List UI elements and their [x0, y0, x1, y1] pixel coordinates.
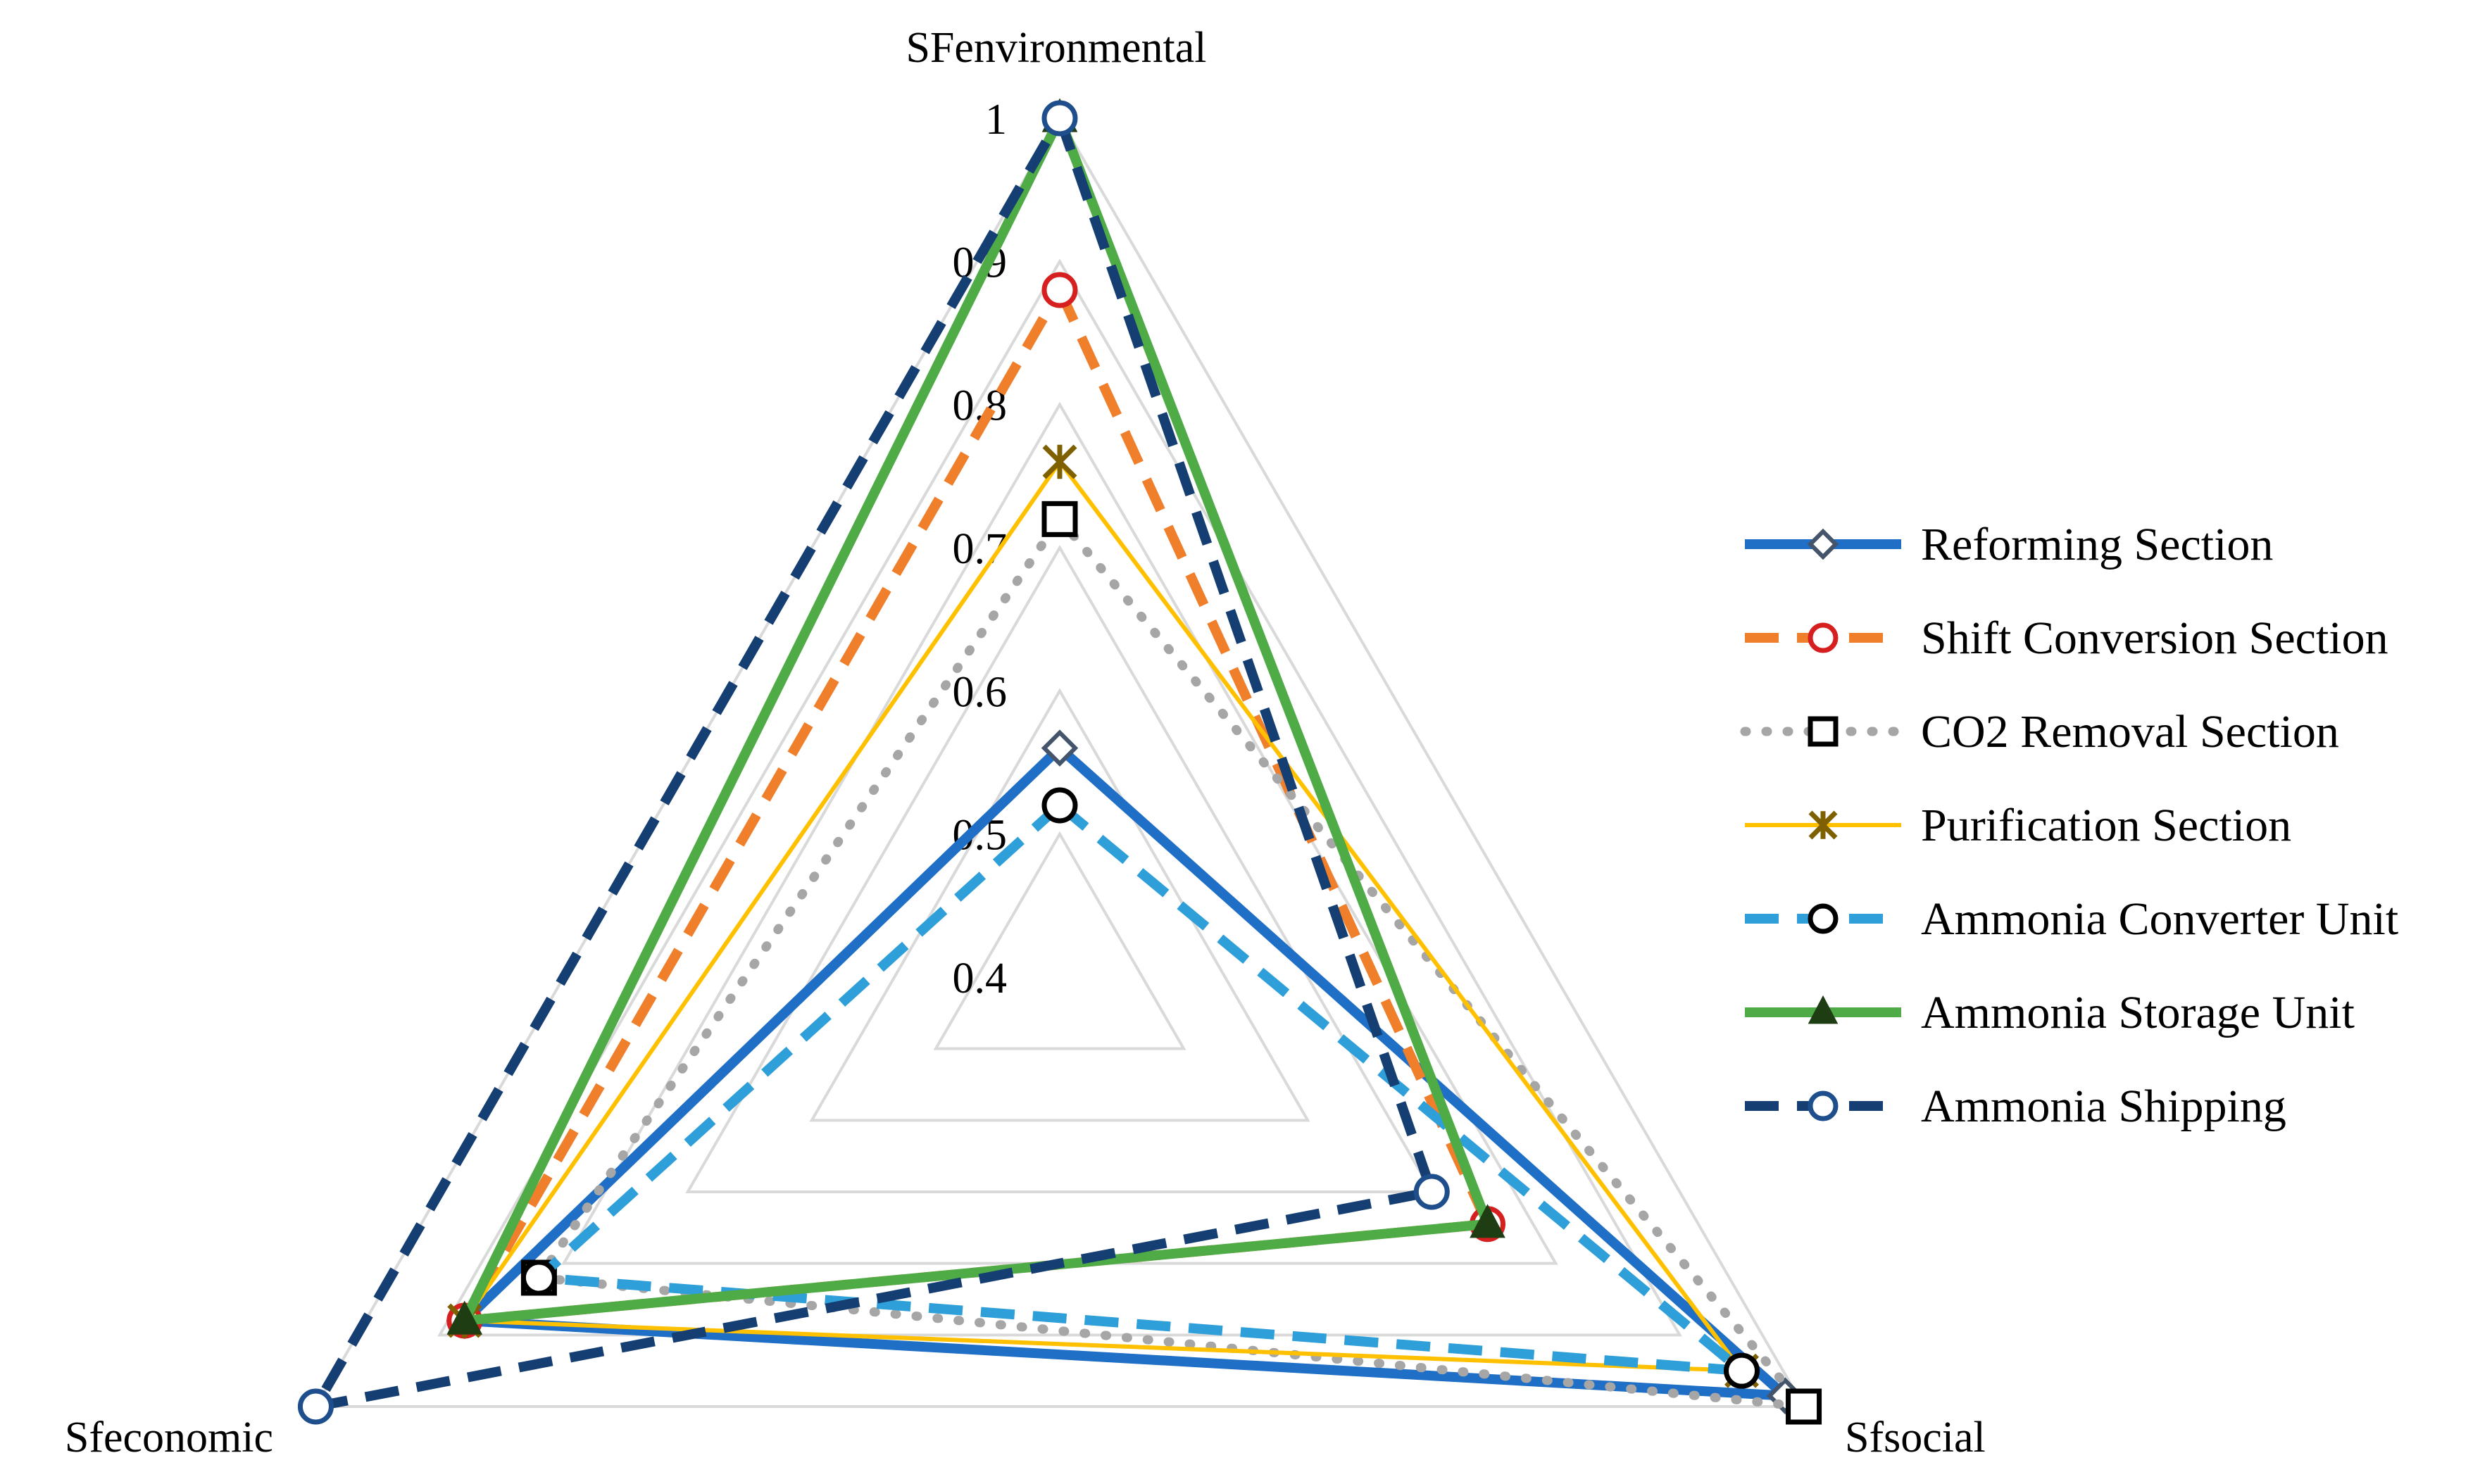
- data-point-marker: [1786, 1388, 1822, 1425]
- legend-item: Ammonia Shipping: [1745, 1081, 2286, 1132]
- data-point-marker: [297, 1388, 334, 1425]
- tick-label: 0.6: [953, 668, 1008, 716]
- axis-label-social: Sfsocial: [1845, 1414, 1986, 1461]
- legend-label: Ammonia Converter Unit: [1921, 893, 2398, 945]
- legend-item: Ammonia Converter Unit: [1745, 893, 2398, 945]
- data-point-marker: [1041, 501, 1078, 537]
- axis-labels: SFenvironmental Sfsocial Sfeconomic: [65, 24, 1986, 1461]
- series-ammonia-converter-unit: [520, 787, 1760, 1389]
- data-point-marker: [1041, 100, 1078, 137]
- data-point-marker: [1808, 995, 1839, 1024]
- legend-item: Ammonia Storage Unit: [1745, 987, 2355, 1038]
- data-point-marker: [1724, 1352, 1760, 1389]
- data-point-marker: [1413, 1174, 1450, 1210]
- series-ammonia-shipping: [297, 100, 1450, 1425]
- axis-label-environmental: SFenvironmental: [906, 24, 1206, 72]
- grid-ring-0.5: [933, 831, 1186, 1050]
- legend-label: Purification Section: [1921, 800, 2291, 851]
- legend-label: Ammonia Shipping: [1921, 1081, 2286, 1132]
- series-line: [527, 798, 1757, 1377]
- grid-ring-1: [313, 115, 1807, 1408]
- data-point-marker: [1042, 444, 1077, 479]
- legend: Reforming Section Shift Conversion Sectio…: [1740, 519, 2398, 1132]
- series-line: [455, 279, 1495, 1327]
- data-point-marker: [1041, 787, 1078, 824]
- data-point-marker: [1808, 622, 1839, 653]
- data-point-marker: [1470, 1204, 1505, 1238]
- grid-ring-0.7: [685, 545, 1434, 1193]
- series-co2-removal-section: [520, 501, 1822, 1425]
- series-line: [461, 458, 1746, 1373]
- data-point-marker: [1808, 1090, 1839, 1121]
- data-point-marker: [520, 1259, 557, 1296]
- series-lines: [297, 98, 1822, 1425]
- axis-label-economic: Sfeconomic: [65, 1414, 273, 1461]
- legend-label: Reforming Section: [1921, 519, 2273, 570]
- legend-item: CO2 Removal Section: [1740, 706, 2339, 757]
- data-point-marker: [1808, 903, 1839, 934]
- legend-label: CO2 Removal Section: [1921, 706, 2339, 757]
- series-line: [530, 511, 1815, 1413]
- grid-ring-0.9: [437, 258, 1682, 1337]
- data-point-marker: [1041, 729, 1079, 767]
- data-point-marker: [1808, 716, 1839, 747]
- legend-item: Purification Section: [1745, 800, 2291, 851]
- data-point-marker: [1041, 272, 1078, 308]
- data-point-marker: [1808, 810, 1838, 840]
- series-ammonia-storage-unit: [446, 98, 1505, 1335]
- legend-item: Reforming Section: [1745, 519, 2273, 570]
- series-line: [456, 106, 1495, 1327]
- tick-label: 1: [985, 96, 1007, 144]
- legend-label: Ammonia Storage Unit: [1921, 987, 2355, 1038]
- data-point-marker: [446, 1300, 483, 1335]
- series-purification-section: [447, 444, 1759, 1388]
- legend-item: Shift Conversion Section: [1745, 612, 2388, 664]
- data-point-marker: [1807, 528, 1839, 560]
- tick-label: 0.4: [953, 955, 1008, 1002]
- legend-label: Shift Conversion Section: [1921, 612, 2388, 664]
